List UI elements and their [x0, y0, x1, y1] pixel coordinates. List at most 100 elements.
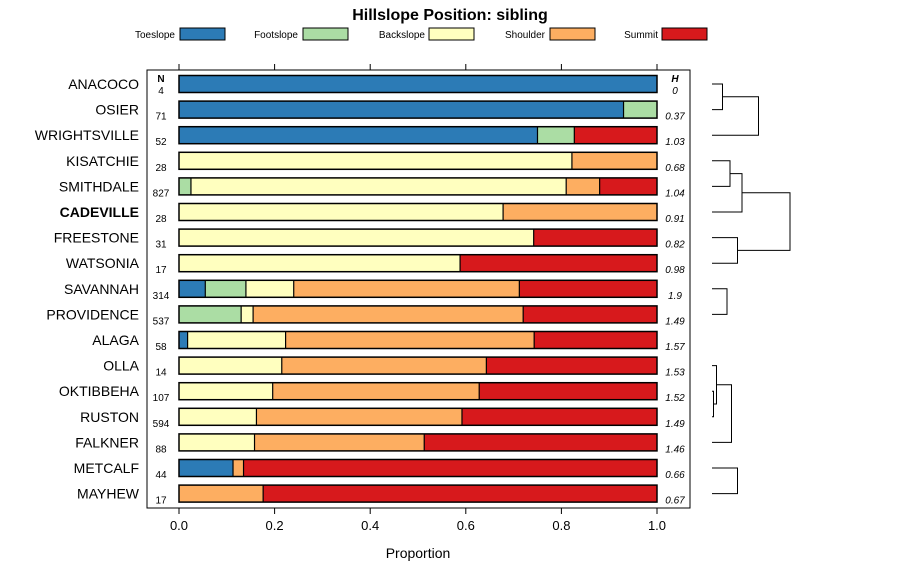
n-value: 107	[153, 393, 170, 404]
chart-title: Hillslope Position: sibling	[352, 7, 548, 24]
row-label: WATSONIA	[66, 255, 140, 271]
bar-segment-summit	[461, 408, 657, 426]
h-value: 1.9	[668, 291, 682, 302]
h-value: 1.49	[665, 316, 685, 327]
bar-segment-footslope	[179, 305, 242, 323]
bar-segment-shoulder	[571, 152, 657, 170]
bar-segment-footslope	[623, 101, 657, 119]
bar-segment-summit	[534, 331, 657, 349]
dendrogram-link	[712, 96, 759, 136]
h-value: 0.68	[665, 163, 685, 174]
n-value: 71	[155, 112, 167, 123]
x-tick-label: 0.0	[170, 518, 188, 533]
legend-swatch-summit	[661, 27, 708, 41]
row-label: ANACOCO	[68, 76, 139, 92]
bar-segment-summit	[479, 382, 657, 400]
bar-segment-summit	[243, 459, 657, 477]
bar-segment-toeslope	[179, 75, 657, 93]
bar-segment-shoulder	[293, 280, 520, 298]
n-value: 4	[158, 86, 164, 97]
h-value: 1.57	[665, 342, 685, 353]
bar-segment-toeslope	[179, 280, 206, 298]
bar-segment-backslope	[179, 382, 273, 400]
bar-outline	[178, 407, 658, 427]
h-value: 1.49	[665, 419, 685, 430]
bar-outline	[178, 458, 658, 478]
bar-segment-backslope	[179, 433, 255, 451]
h-value: 0.67	[665, 496, 685, 507]
bar-segment-shoulder	[281, 357, 487, 375]
bar-outline	[178, 151, 658, 171]
h-value: 0.37	[665, 112, 685, 123]
x-axis-title: Proportion	[386, 545, 451, 561]
bar-outline	[178, 381, 658, 401]
legend-label-footslope: Footslope	[254, 30, 298, 41]
bar-segment-toeslope	[179, 126, 538, 144]
dendrogram-link	[712, 365, 717, 405]
bar-segment-shoulder	[272, 382, 480, 400]
dendrogram	[712, 83, 791, 495]
bar-outline	[178, 202, 658, 222]
bar-outline	[178, 125, 658, 145]
bar-segment-toeslope	[179, 459, 234, 477]
bar-segment-summit	[424, 433, 657, 451]
row-label: SAVANNAH	[64, 281, 139, 297]
h-value: 0.98	[665, 265, 685, 276]
row-label: PROVIDENCE	[46, 306, 139, 322]
dendrogram-link	[737, 192, 791, 251]
bar-segment-summit	[460, 254, 657, 272]
bar-outline	[178, 330, 658, 350]
legend-label-toeslope: Toeslope	[135, 30, 175, 41]
row-label: OKTIBBEHA	[59, 383, 140, 399]
n-value: 31	[155, 240, 167, 251]
bar-segment-backslope	[179, 203, 504, 221]
n-value: 17	[155, 496, 167, 507]
row-label: MAYHEW	[77, 486, 140, 502]
n-value: 28	[155, 214, 167, 225]
bar-outline	[178, 433, 658, 452]
bar-segment-summit	[523, 305, 657, 323]
row-label: FALKNER	[75, 434, 139, 450]
bar-outline	[178, 305, 658, 324]
n-value: 314	[153, 291, 170, 302]
row-label: FREESTONE	[54, 230, 139, 246]
n-value: 17	[155, 265, 167, 276]
row-label: CADEVILLE	[60, 204, 139, 220]
h-value: 1.03	[665, 137, 685, 148]
bar-segment-backslope	[245, 280, 294, 298]
bar-outline	[178, 356, 658, 375]
bar-rows: ANACOCO 4 0 OSIER 71 0.37 WRIGHTSVILLE 52 1.03 KI…	[35, 74, 685, 507]
h-value: 0.91	[665, 214, 684, 225]
n-value: 14	[155, 368, 167, 379]
dendrogram-link	[712, 160, 731, 187]
n-value: 827	[153, 188, 170, 199]
bar-segment-shoulder	[256, 408, 462, 426]
row-label: OSIER	[95, 102, 139, 118]
h-column-header: H	[671, 74, 679, 85]
x-tick-label: 0.8	[552, 518, 570, 533]
bar-outline	[178, 484, 658, 503]
bar-segment-backslope	[179, 357, 282, 375]
bar-segment-summit	[519, 280, 657, 298]
bar-segment-shoulder	[179, 485, 264, 503]
row-label: KISATCHIE	[66, 153, 139, 169]
h-value: 1.53	[665, 368, 685, 379]
x-axis: 0.0 0.2 0.4 0.6 0.8 1.0	[170, 64, 666, 533]
n-value: 28	[155, 163, 167, 174]
n-value: 52	[155, 137, 167, 148]
bar-segment-summit	[486, 357, 657, 375]
bar-outline	[178, 100, 658, 119]
bar-segment-backslope	[241, 305, 254, 323]
bar-outline	[178, 279, 658, 299]
bar-segment-backslope	[190, 177, 567, 195]
bar-outline	[178, 228, 658, 247]
h-value: 1.04	[665, 188, 685, 199]
bar-segment-shoulder	[254, 433, 425, 451]
row-label: ALAGA	[92, 332, 139, 348]
dendrogram-link	[712, 390, 714, 418]
legend-label-summit: Summit	[624, 30, 658, 41]
legend-label-backslope: Backslope	[379, 30, 426, 41]
legend-swatch-toeslope	[179, 27, 226, 41]
dendrogram-link	[712, 288, 728, 315]
row-label: RUSTON	[80, 409, 139, 425]
